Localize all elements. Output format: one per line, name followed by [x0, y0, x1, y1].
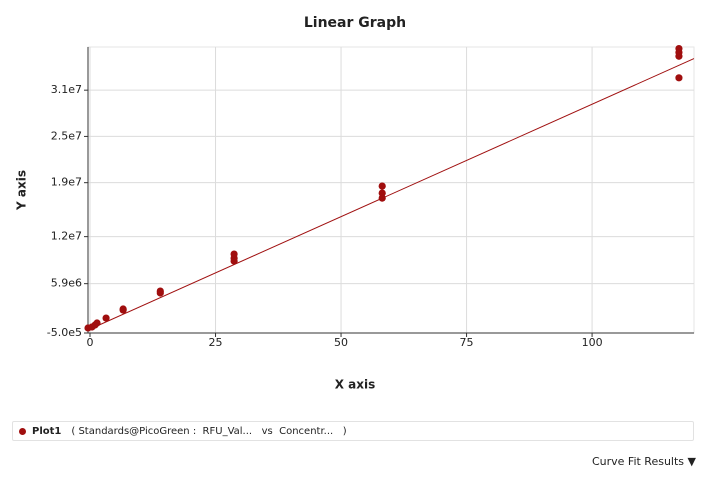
y-tick-label: -5.0e5: [47, 326, 82, 339]
y-tick-label: 1.2e7: [51, 230, 82, 243]
data-point: [230, 250, 238, 258]
x-tick-label: 0: [87, 336, 94, 349]
y-tick-label: 3.1e7: [51, 83, 82, 96]
x-tick-label: 75: [460, 336, 474, 349]
data-point: [156, 287, 164, 295]
data-point: [378, 189, 386, 197]
y-tick-label: 5.9e6: [51, 277, 82, 290]
y-axis-label: Y axis: [15, 170, 29, 211]
x-tick-label: 25: [209, 336, 223, 349]
data-point: [378, 182, 386, 190]
legend-name: Plot1: [32, 425, 62, 437]
x-tick-label: 100: [582, 336, 603, 349]
data-point: [119, 305, 127, 313]
x-tick-label: 50: [334, 336, 348, 349]
fit-line: [87, 58, 695, 331]
data-point: [675, 74, 683, 82]
data-point: [93, 319, 101, 327]
data-point: [675, 52, 683, 60]
legend: Plot1 ( Standards@PicoGreen : RFU_Val...…: [12, 421, 694, 441]
legend-marker: [19, 427, 26, 435]
data-point: [378, 194, 386, 202]
chart-title: Linear Graph: [304, 15, 406, 31]
y-tick-label: 2.5e7: [51, 129, 82, 142]
legend-description: ( Standards@PicoGreen : RFU_Val... vs Co…: [71, 425, 347, 437]
data-point: [102, 314, 110, 322]
y-tick-label: 1.9e7: [51, 176, 82, 189]
curve-fit-toggle[interactable]: Curve Fit Results ▼: [591, 455, 696, 468]
x-axis-label: X axis: [335, 378, 376, 392]
curve-fit-label[interactable]: Curve Fit Results: [591, 455, 685, 468]
plot-area: [87, 46, 695, 334]
